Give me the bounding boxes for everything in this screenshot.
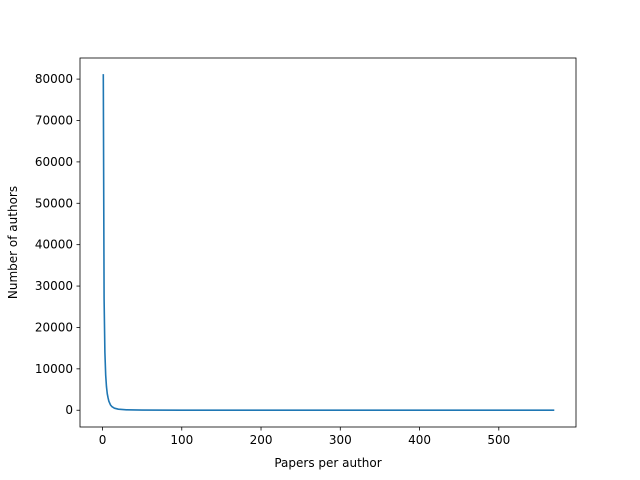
plot-frame <box>79 57 577 428</box>
y-axis-ticks: 0 10000 20000 30000 40000 50000 60000 70000 8000… <box>35 72 80 417</box>
x-tick-label: 400 <box>408 433 431 447</box>
x-axis-label: Papers per author <box>274 456 381 470</box>
x-tick-label: 100 <box>170 433 193 447</box>
y-tick-label: 40000 <box>35 238 73 252</box>
series-line <box>102 74 555 412</box>
y-tick-label: 50000 <box>35 196 73 210</box>
y-tick-label: 70000 <box>35 114 73 128</box>
x-tick-label: 500 <box>487 433 510 447</box>
y-axis-label: Number of authors <box>6 186 20 299</box>
y-tick-label: 0 <box>65 403 73 417</box>
y-tick-label: 30000 <box>35 279 73 293</box>
y-tick-label: 10000 <box>35 362 73 376</box>
y-tick-label: 20000 <box>35 320 73 334</box>
y-tick-label: 80000 <box>35 72 73 86</box>
x-tick-label: 0 <box>99 433 107 447</box>
y-tick-label: 60000 <box>35 155 73 169</box>
x-tick-label: 200 <box>250 433 273 447</box>
x-tick-label: 300 <box>329 433 352 447</box>
series-layer <box>102 74 555 412</box>
plot-background <box>80 58 576 427</box>
x-axis-ticks: 0 100 200 300 400 500 <box>99 427 510 447</box>
